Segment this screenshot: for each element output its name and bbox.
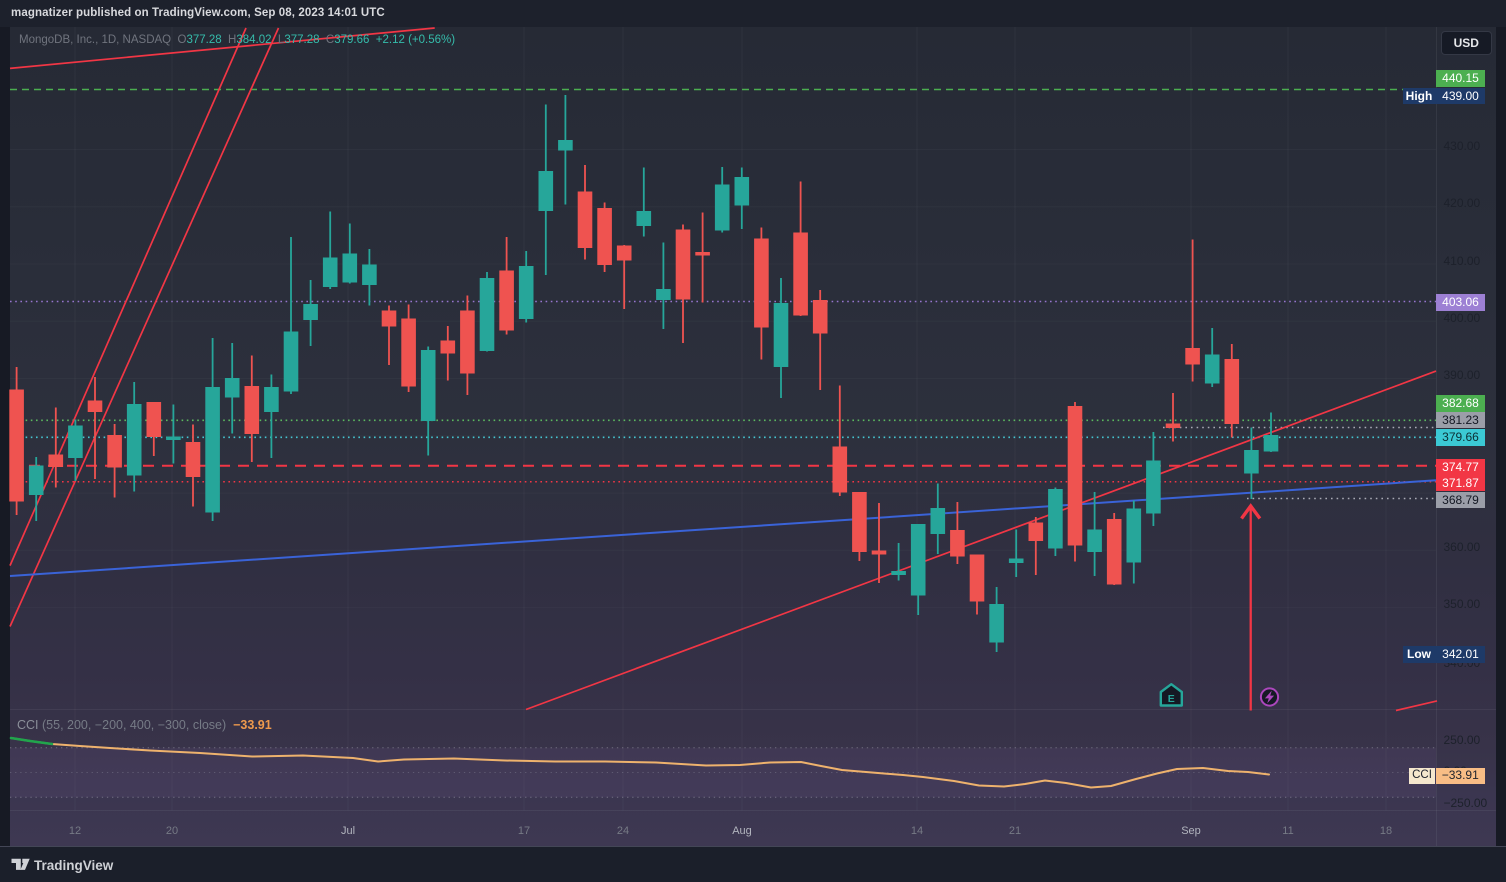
svg-text:E: E <box>1168 693 1175 705</box>
